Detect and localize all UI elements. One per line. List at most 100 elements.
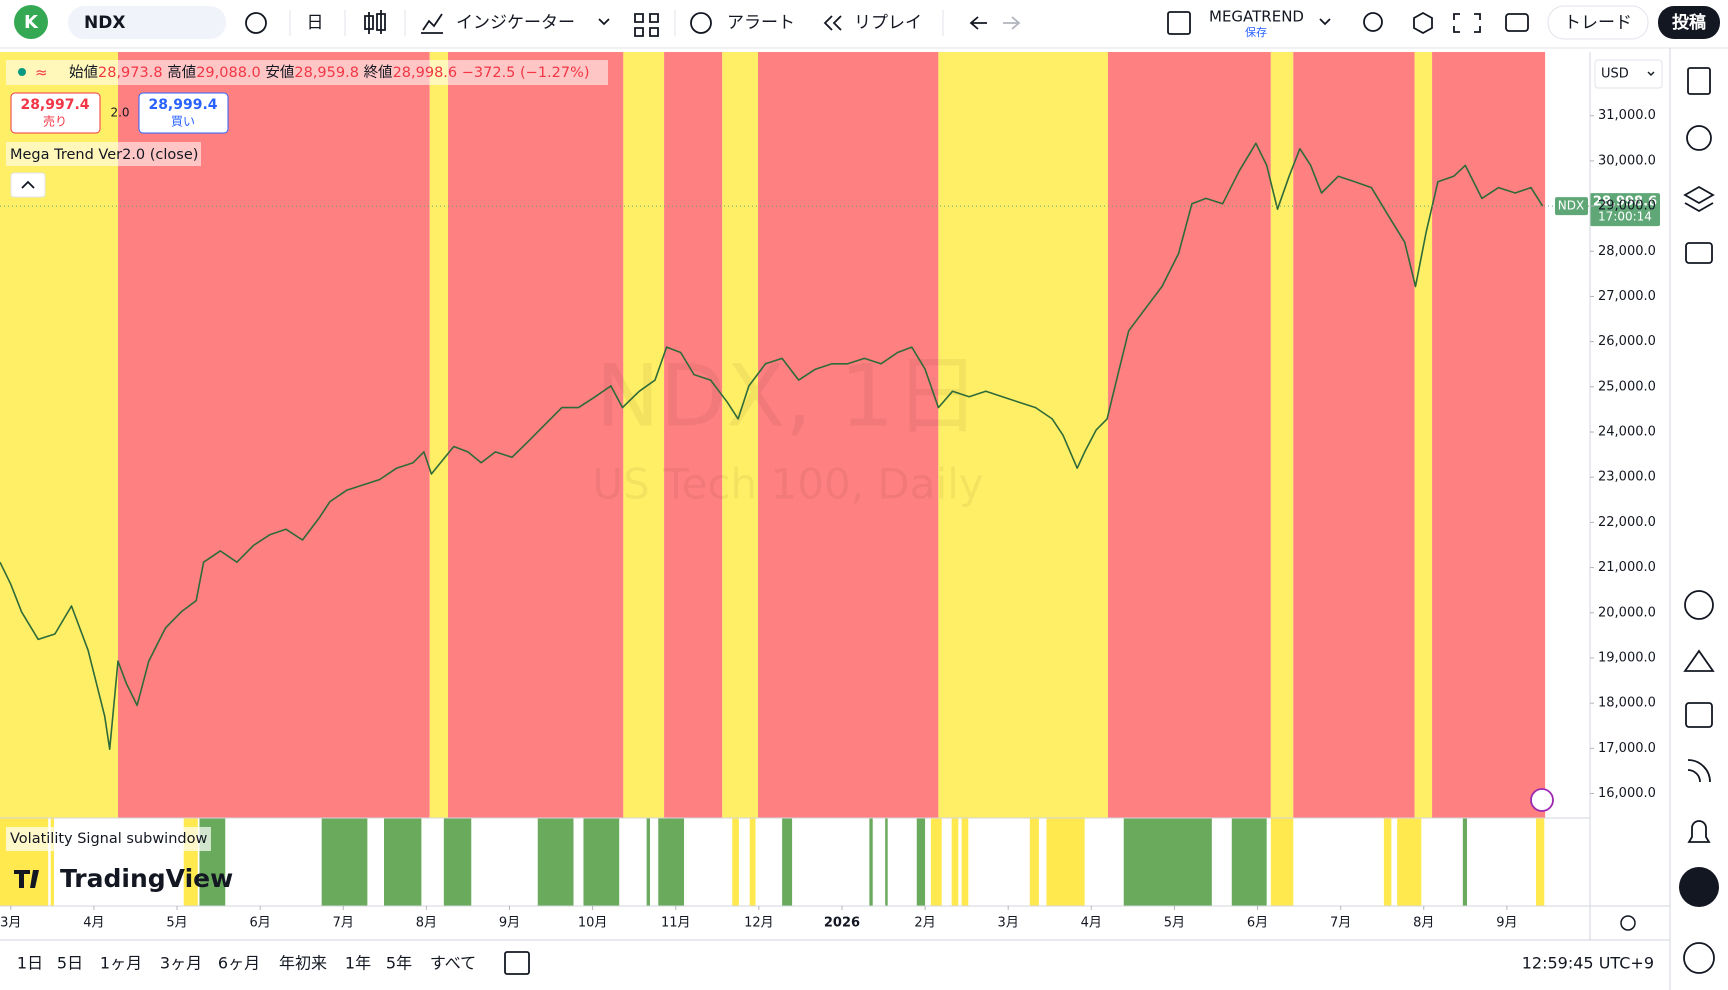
dropdown-icon[interactable] xyxy=(1319,18,1331,26)
price-tag-symbol-bg xyxy=(1555,197,1588,216)
y-tick-label: 26,000.0 xyxy=(1598,334,1656,349)
replay-button[interactable]: リプレイ xyxy=(854,13,922,33)
range-button[interactable]: 1年 xyxy=(345,954,371,973)
trend-band xyxy=(0,52,119,818)
target-icon[interactable] xyxy=(1684,590,1714,620)
range-button[interactable]: 5年 xyxy=(386,954,412,973)
signal-band xyxy=(885,818,888,906)
axis-settings-icon[interactable] xyxy=(1620,915,1636,931)
sell-price: 28,997.4 xyxy=(20,97,89,113)
range-button[interactable]: 1日 xyxy=(17,954,43,973)
y-tick-label: 20,000.0 xyxy=(1598,605,1656,620)
x-tick-label: 3月 xyxy=(0,916,21,931)
fullscreen-icon[interactable] xyxy=(1453,13,1481,33)
y-tick-label: 21,000.0 xyxy=(1598,560,1656,575)
settings-icon[interactable] xyxy=(1413,11,1433,35)
bottom-bar: 12:59:45 UTC+9 1日 5日 1ヶ月 3ヶ月 6ヶ月 年初来 1年 5年 すべて xyxy=(17,951,1654,975)
signal-band xyxy=(646,818,650,906)
close-value: 28,998.6 xyxy=(393,65,458,81)
legend-icon: ≈ xyxy=(35,64,48,82)
high-value: 29,088.0 xyxy=(196,65,261,81)
x-tick-label: 6月 xyxy=(250,916,271,931)
clock: 12:59:45 UTC+9 xyxy=(1522,954,1654,973)
undo-icon[interactable] xyxy=(969,16,987,30)
add-symbol-icon[interactable] xyxy=(245,12,267,34)
quick-search-icon[interactable] xyxy=(1363,12,1383,32)
range-button[interactable]: 5日 xyxy=(57,954,83,973)
layout-icon[interactable] xyxy=(634,13,659,37)
trend-band xyxy=(722,52,759,818)
publish-button[interactable] xyxy=(1658,6,1720,39)
apps-button[interactable] xyxy=(1679,867,1719,907)
subwindow-name[interactable]: Volatility Signal subwindow xyxy=(10,831,207,847)
layout-name[interactable]: MEGATREND xyxy=(1209,8,1304,26)
x-tick-label: 9月 xyxy=(499,916,520,931)
subwindow-label-bg xyxy=(6,827,211,851)
buy-button[interactable] xyxy=(138,92,229,134)
open-value: 28,973.8 xyxy=(98,65,163,81)
indicators-button[interactable]: インジケーター xyxy=(456,13,575,33)
range-button[interactable]: 年初来 xyxy=(279,954,327,973)
signal-band xyxy=(1462,818,1467,906)
events-icon[interactable] xyxy=(1530,788,1554,812)
avatar-letter: K xyxy=(24,12,39,33)
watermark-symbol: NDX, 1日 xyxy=(596,346,981,446)
symbol-search[interactable] xyxy=(68,6,226,39)
feed-icon[interactable] xyxy=(1687,759,1711,783)
x-tick-label: 7月 xyxy=(1330,916,1351,931)
change: −372.5 (−1.27%) xyxy=(462,65,590,81)
chart-type-icon[interactable] xyxy=(364,10,386,34)
signal-band xyxy=(1123,818,1212,906)
currency-selector[interactable] xyxy=(1594,59,1663,89)
signal-band xyxy=(1383,818,1392,906)
goto-date-icon[interactable] xyxy=(504,951,530,975)
layers-icon[interactable] xyxy=(1683,185,1715,213)
calendar-icon[interactable] xyxy=(1685,702,1713,728)
sell-label: 売り xyxy=(43,114,67,129)
right-sidebar xyxy=(1679,67,1719,974)
interval[interactable]: 日 xyxy=(307,13,324,33)
x-tick-label: 2026 xyxy=(824,916,860,931)
alerts-icon[interactable] xyxy=(1686,125,1712,151)
avatar[interactable] xyxy=(14,5,48,39)
ideas-icon[interactable] xyxy=(1683,649,1715,672)
dropdown-icon[interactable] xyxy=(598,18,610,26)
indicator-name[interactable]: Mega Trend Ver2.0 (close) xyxy=(10,147,198,163)
range-button[interactable]: 1ヶ月 xyxy=(100,954,142,973)
x-tick-label: 2月 xyxy=(914,916,935,931)
range-button[interactable]: すべて xyxy=(430,954,476,973)
x-tick-label: 6月 xyxy=(1247,916,1268,931)
range-button[interactable]: 6ヶ月 xyxy=(218,954,260,973)
x-tick-label: 5月 xyxy=(166,916,187,931)
ohlc-legend: 始値28,973.8 高値29,088.0 安値28,959.8 終値28,99… xyxy=(69,64,590,81)
signal-band xyxy=(869,818,873,906)
y-tick-label: 24,000.0 xyxy=(1598,425,1656,440)
collapse-button[interactable] xyxy=(10,172,46,198)
chat-icon[interactable] xyxy=(1685,242,1713,264)
alert-icon[interactable] xyxy=(690,12,712,34)
indicators-icon[interactable] xyxy=(421,13,443,34)
screenshot-icon[interactable] xyxy=(1505,13,1529,32)
watermark-description: US Tech 100, Daily xyxy=(592,460,983,509)
layout-checkbox[interactable] xyxy=(1167,11,1191,35)
sell-button[interactable] xyxy=(10,92,101,134)
signal-band xyxy=(749,818,756,906)
price-tag-symbol: NDX xyxy=(1558,199,1584,213)
price-tag-bg xyxy=(1590,193,1660,227)
notifications-icon[interactable] xyxy=(1687,820,1711,843)
signal-band xyxy=(1231,818,1267,906)
trend-band xyxy=(1293,52,1415,818)
collapse-icon xyxy=(21,180,35,189)
dropdown-icon xyxy=(1647,71,1655,76)
replay-icon[interactable] xyxy=(823,15,842,31)
range-button[interactable]: 3ヶ月 xyxy=(160,954,202,973)
trade-button[interactable] xyxy=(1547,5,1649,40)
help-icon[interactable] xyxy=(1683,942,1715,974)
watchlist-icon[interactable] xyxy=(1687,67,1711,95)
x-tick-label: 11月 xyxy=(661,916,691,931)
alert-button[interactable]: アラート xyxy=(727,13,795,33)
low-label: 安値 xyxy=(265,64,294,81)
publish-label: 投稿 xyxy=(1672,12,1706,33)
save-status: 保存 xyxy=(1245,25,1267,39)
